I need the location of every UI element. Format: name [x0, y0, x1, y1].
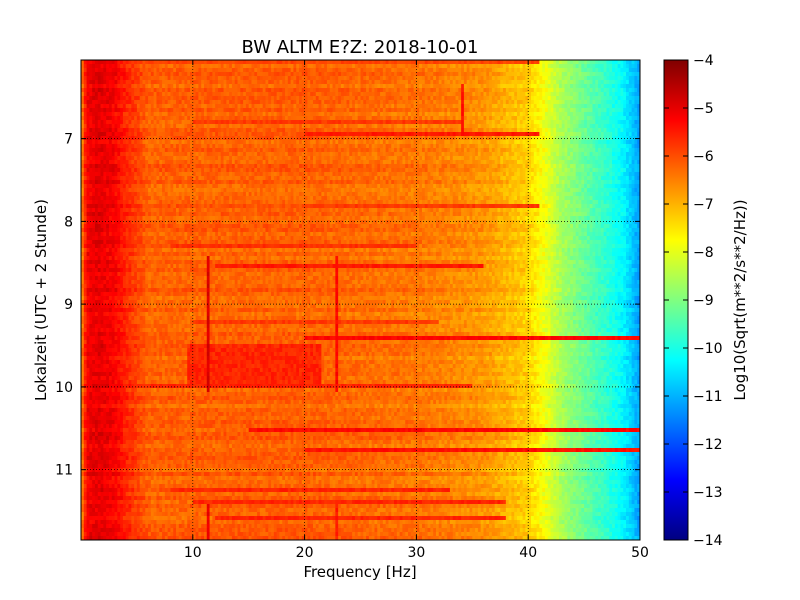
chart-title: BW ALTM E?Z: 2018-10-01	[242, 37, 479, 58]
heatmap	[81, 60, 641, 541]
